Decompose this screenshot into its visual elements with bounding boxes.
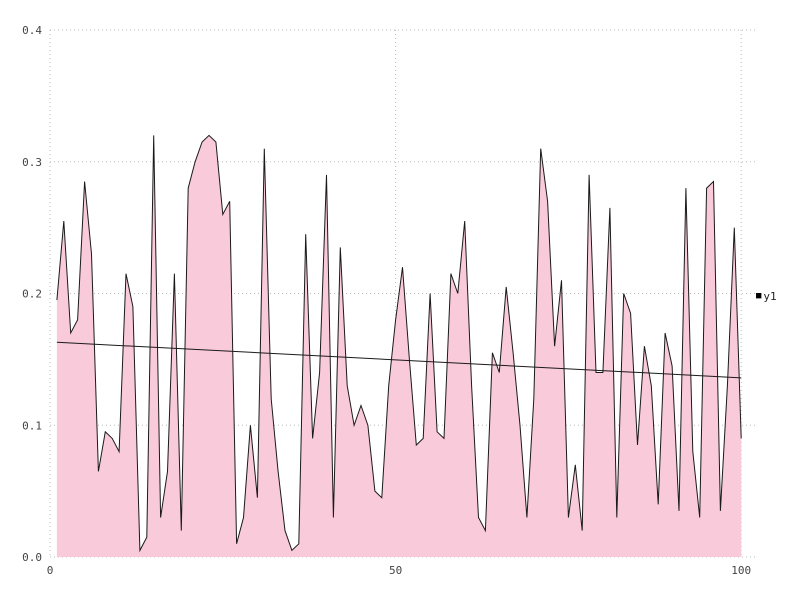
legend-label-y1: y1 bbox=[763, 290, 777, 303]
area-fill bbox=[56, 135, 742, 557]
x-tick-label: 100 bbox=[731, 564, 751, 577]
y-tick-label: 0.1 bbox=[22, 419, 42, 432]
x-tick-label: 0 bbox=[47, 564, 54, 577]
legend: ■ y1 bbox=[756, 290, 777, 303]
trend-line bbox=[56, 341, 742, 379]
y-tick-label: 0.3 bbox=[22, 156, 42, 169]
legend-marker-y1: ■ bbox=[756, 291, 762, 301]
y-tick-label: 0.2 bbox=[22, 288, 42, 301]
x-tick-label: 50 bbox=[389, 564, 402, 577]
y-tick-label: 0.4 bbox=[22, 24, 42, 37]
y-tick-label: 0.0 bbox=[22, 551, 42, 564]
series-line-y1 bbox=[56, 134, 742, 553]
